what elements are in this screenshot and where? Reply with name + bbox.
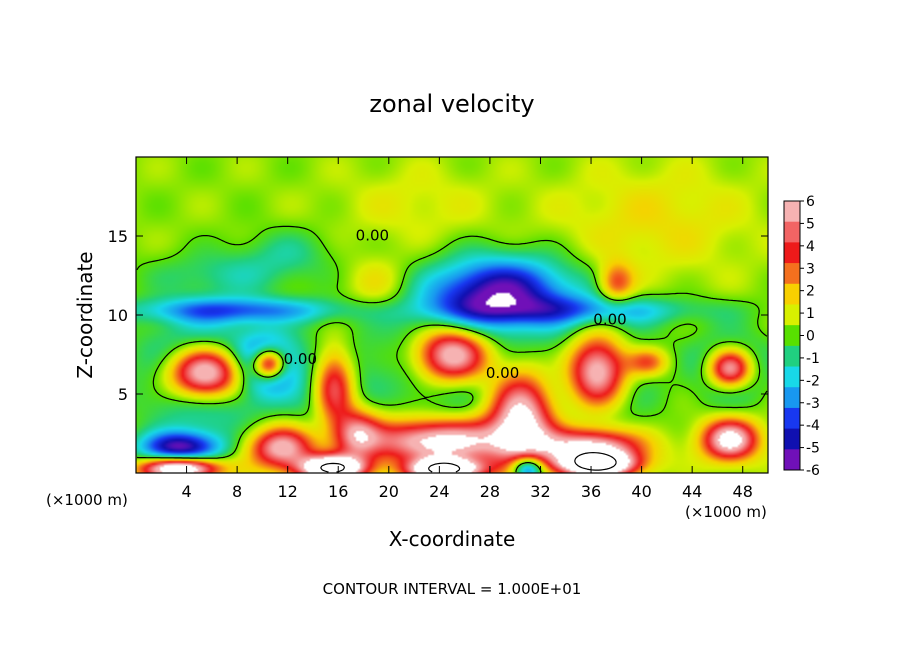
x-axis-label: X-coordinate <box>389 527 516 551</box>
colorbar-tick-label: 3 <box>806 261 815 277</box>
x-tick-label: 4 <box>181 482 191 501</box>
contour-lines <box>136 225 768 473</box>
x-tick-label: 24 <box>429 482 449 501</box>
contour-zero <box>136 225 768 473</box>
y-axis-label: Z-coordinate <box>73 251 97 378</box>
y-tick-label: 5 <box>118 385 128 404</box>
contour-label: 0.00 <box>486 364 519 382</box>
chart-title: zonal velocity <box>369 90 534 118</box>
colorbar-tick-label: -2 <box>806 373 820 389</box>
colorbar-tick-label: -4 <box>806 418 820 434</box>
colorbar-swatch <box>784 449 800 471</box>
contour-label: 0.00 <box>284 350 317 368</box>
x-tick-label: 40 <box>631 482 651 501</box>
colorbar-swatch <box>784 283 800 305</box>
x-unit-right: (×1000 m) <box>685 503 767 521</box>
colorbar-tick-label: 1 <box>806 306 815 322</box>
colorbar: 6 5 4 3 2 1 0 -1 -2 -3 -4 -5 -6 <box>783 194 820 479</box>
contour-labels: 0.00 0.00 0.00 0.00 <box>284 227 627 382</box>
colorbar-swatch <box>784 366 800 388</box>
x-unit-left: (×1000 m) <box>46 491 128 509</box>
x-tick-label: 8 <box>232 482 242 501</box>
colorbar-tick-label: 2 <box>806 284 815 300</box>
x-tick-label: 16 <box>328 482 348 501</box>
colorbar-tick-label: 4 <box>806 239 815 255</box>
x-tick-label: 20 <box>379 482 399 501</box>
colorbar-tick-label: 6 <box>806 194 815 210</box>
contour-positive <box>320 452 617 473</box>
colorbar-swatch <box>784 304 800 326</box>
contour-label: 0.00 <box>356 227 389 245</box>
colorbar-tick-label: -5 <box>806 441 820 457</box>
colorbar-swatch <box>784 428 800 450</box>
colorbar-tick-label: -1 <box>806 351 820 367</box>
x-axis: 4 8 12 16 20 24 28 32 36 40 44 48 <box>181 157 753 501</box>
contour-label: 0.00 <box>593 310 626 328</box>
colorbar-swatch <box>784 345 800 368</box>
x-tick-label: 28 <box>480 482 500 501</box>
x-tick-label: 48 <box>733 482 753 501</box>
y-axis: 5 10 15 <box>108 227 768 404</box>
plot-area: 0.00 0.00 0.00 0.00 <box>135 156 769 474</box>
colorbar-swatch <box>784 242 800 264</box>
y-tick-label: 10 <box>108 306 128 325</box>
colorbar-tick-label: -3 <box>806 396 820 412</box>
contour-interval-note: CONTOUR INTERVAL = 1.000E+01 <box>323 580 582 598</box>
x-tick-label: 36 <box>581 482 601 501</box>
colorbar-swatch <box>784 407 800 430</box>
colorbar-swatch <box>784 201 800 223</box>
colorbar-tick-label: 5 <box>806 216 815 232</box>
colorbar-tick-label: 0 <box>806 329 815 345</box>
colorbar-swatch <box>784 387 800 409</box>
colorbar-swatch <box>784 263 800 285</box>
colorbar-tick-label: -6 <box>806 463 820 479</box>
x-tick-label: 32 <box>530 482 550 501</box>
colorbar-swatch <box>784 325 800 347</box>
y-tick-label: 15 <box>108 227 128 246</box>
heatmap-field <box>136 157 768 473</box>
x-tick-label: 44 <box>682 482 702 501</box>
x-tick-label: 12 <box>278 482 298 501</box>
colorbar-swatch <box>784 221 800 243</box>
